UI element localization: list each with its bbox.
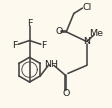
Text: F: F [27,19,32,28]
Text: Me: Me [89,29,103,38]
Text: F: F [12,41,18,50]
Text: O: O [55,27,62,36]
Text: NH: NH [44,60,58,69]
Text: F: F [41,41,47,50]
Text: Cl: Cl [83,2,92,12]
Text: N: N [83,37,90,46]
Text: O: O [63,89,70,98]
